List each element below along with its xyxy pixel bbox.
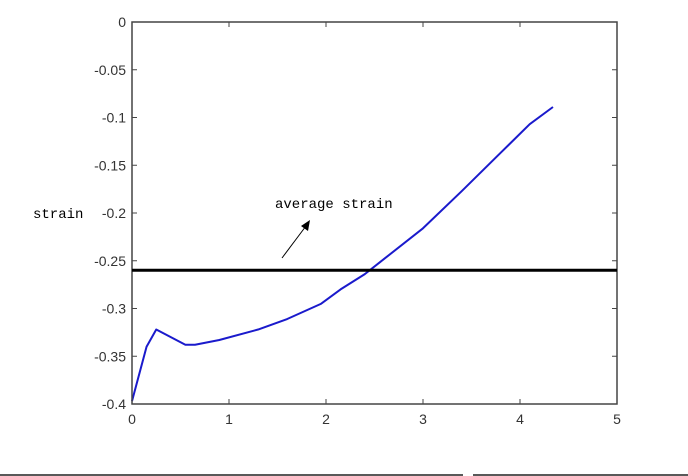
x-tick-label: 1 (225, 411, 233, 427)
y-tick-label: -0.1 (102, 110, 126, 126)
y-tick-label: -0.25 (94, 253, 126, 269)
y-tick-label: -0.15 (94, 157, 126, 173)
y-axis-label: strain (33, 207, 83, 223)
strain-curve (131, 106, 554, 402)
y-tick-label: -0.3 (102, 301, 126, 317)
y-tick-label: -0.2 (102, 205, 126, 221)
y-tick-label: -0.4 (102, 396, 126, 412)
plot-frame (131, 21, 618, 405)
x-tick-label: 2 (322, 411, 330, 427)
x-tick-label: 0 (128, 411, 136, 427)
x-tick-label: 5 (613, 411, 621, 427)
x-tick-label: 4 (516, 411, 524, 427)
y-tick-label: -0.35 (94, 348, 126, 364)
annotation-arrow (281, 225, 307, 259)
arrow-head-icon (301, 220, 310, 231)
y-tick-label: 0 (118, 14, 126, 30)
x-tick-label: 3 (419, 411, 427, 427)
average-strain-annotation: average strain (275, 197, 393, 213)
y-tick-label: -0.05 (94, 62, 126, 78)
